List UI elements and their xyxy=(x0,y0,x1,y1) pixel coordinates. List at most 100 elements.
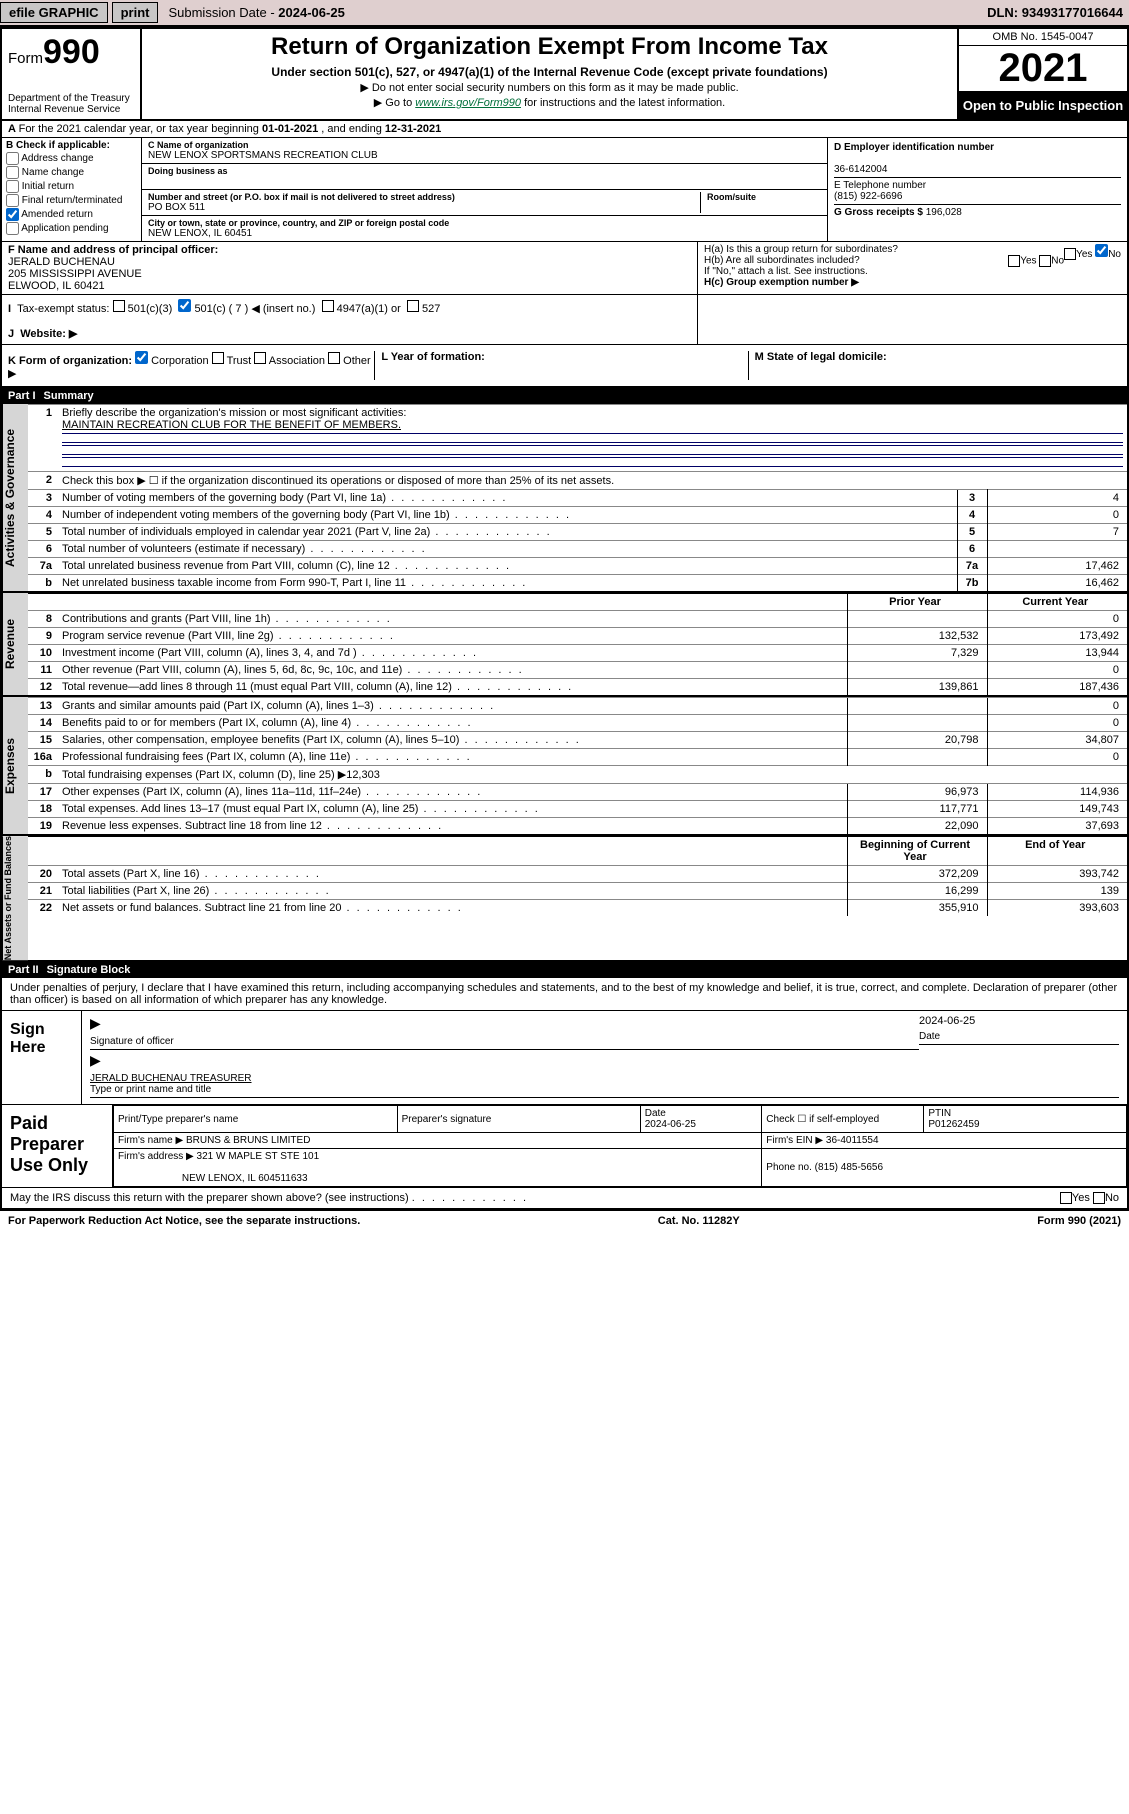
checkbox-icon[interactable] xyxy=(212,352,224,364)
prep-selfemp: Check ☐ if self-employed xyxy=(766,1114,879,1125)
part2-header: Part II Signature Block xyxy=(0,962,1129,978)
footer-center: Cat. No. 11282Y xyxy=(658,1215,740,1227)
rowa-begin: 01-01-2021 xyxy=(262,123,318,135)
opt-label: Name change xyxy=(22,167,84,178)
table-row: 20Total assets (Part X, line 16)372,2093… xyxy=(28,866,1127,883)
k-corp: Corporation xyxy=(151,355,208,367)
dln: DLN: 93493177016644 xyxy=(987,5,1129,20)
checkbox-icon[interactable] xyxy=(1093,1192,1105,1204)
firm-phone: (815) 485-5656 xyxy=(815,1162,883,1173)
tax-year: 2021 xyxy=(959,46,1127,92)
yes-label: Yes xyxy=(1076,249,1092,260)
table-row: 5Total number of individuals employed in… xyxy=(28,524,1127,541)
checkbox-icon[interactable] xyxy=(6,166,19,179)
goto-pre: ▶ Go to xyxy=(374,97,415,109)
form-prefix: Form xyxy=(8,50,43,67)
ha-yesno: Yes No xyxy=(1064,244,1121,260)
officer-addr1: 205 MISSISSIPPI AVENUE xyxy=(8,268,142,280)
street-address: PO BOX 511 xyxy=(148,202,694,213)
checkbox-icon[interactable] xyxy=(1064,248,1076,260)
table-row: 10Investment income (Part VIII, column (… xyxy=(28,645,1127,662)
phone-value: (815) 922-6696 xyxy=(834,191,902,202)
rowa-end: 12-31-2021 xyxy=(385,123,441,135)
prep-sig-hdr: Preparer's signature xyxy=(402,1114,492,1125)
dln-label: DLN: xyxy=(987,5,1022,20)
vlabel-netassets: Net Assets or Fund Balances xyxy=(2,836,28,960)
ptin: P01262459 xyxy=(928,1119,979,1130)
checkbox-icon[interactable] xyxy=(178,299,191,312)
checkbox-icon[interactable] xyxy=(6,194,19,207)
chk-amended[interactable]: Amended return xyxy=(6,208,137,221)
checkbox-icon[interactable] xyxy=(1060,1192,1072,1204)
print-btn[interactable]: print xyxy=(112,2,159,23)
org-name: NEW LENOX SPORTSMANS RECREATION CLUB xyxy=(148,150,821,161)
j-website: Website: ▶ xyxy=(20,328,77,340)
checkbox-icon[interactable] xyxy=(113,300,125,312)
table-row: 13Grants and similar amounts paid (Part … xyxy=(28,698,1127,715)
part2-title: Signature Block xyxy=(47,964,131,976)
no-label: No xyxy=(1108,249,1121,260)
prep-name-hdr: Print/Type preparer's name xyxy=(118,1114,238,1125)
i-501c3: 501(c)(3) xyxy=(128,303,173,315)
arrow-icon: ▶ xyxy=(90,1015,101,1031)
arrow-note-1: ▶ Do not enter social security numbers o… xyxy=(152,81,947,94)
chk-address-change[interactable]: Address change xyxy=(6,152,137,165)
signature-block: Under penalties of perjury, I declare th… xyxy=(0,978,1129,1210)
no-label: No xyxy=(1105,1192,1119,1204)
chk-initial-return[interactable]: Initial return xyxy=(6,180,137,193)
form-header: Form990 Department of the Treasury Inter… xyxy=(0,27,1129,121)
chk-final-return[interactable]: Final return/terminated xyxy=(6,194,137,207)
col-c-org: C Name of organization NEW LENOX SPORTSM… xyxy=(142,138,827,241)
hdr-end: End of Year xyxy=(987,837,1127,866)
checkbox-icon[interactable] xyxy=(328,352,340,364)
table-row: 4Number of independent voting members of… xyxy=(28,507,1127,524)
row-fh: F Name and address of principal officer:… xyxy=(0,242,1129,295)
hb-label: H(b) Are all subordinates included? xyxy=(704,255,860,266)
firm-addr2: NEW LENOX, IL 604511633 xyxy=(182,1173,308,1184)
hc-label: H(c) Group exemption number ▶ xyxy=(704,277,859,288)
chk-name-change[interactable]: Name change xyxy=(6,166,137,179)
table-row: 22Net assets or fund balances. Subtract … xyxy=(28,900,1127,917)
topbar: efile GRAPHIC print Submission Date - 20… xyxy=(0,0,1129,27)
checkbox-icon[interactable] xyxy=(322,300,334,312)
checkbox-icon[interactable] xyxy=(1039,255,1051,267)
officer-name: JERALD BUCHENAU xyxy=(8,256,115,268)
checkbox-icon[interactable] xyxy=(254,352,266,364)
table-row: 21Total liabilities (Part X, line 26)16,… xyxy=(28,883,1127,900)
yes-label: Yes xyxy=(1020,256,1036,267)
efile-btn[interactable]: efile GRAPHIC xyxy=(0,2,108,23)
l-year-formation: L Year of formation: xyxy=(381,351,485,363)
hdr-begin: Beginning of Current Year xyxy=(847,837,987,866)
checkbox-icon[interactable] xyxy=(6,152,19,165)
dln-value: 93493177016644 xyxy=(1022,5,1123,20)
arrow-icon: ▶ xyxy=(90,1052,101,1068)
firm-addr-label: Firm's address ▶ xyxy=(118,1151,194,1162)
firm-ein-label: Firm's EIN ▶ xyxy=(766,1135,823,1146)
f-label: F Name and address of principal officer: xyxy=(8,244,218,256)
page-footer: For Paperwork Reduction Act Notice, see … xyxy=(0,1210,1129,1231)
opt-label: Final return/terminated xyxy=(22,195,123,206)
form-subtitle: Under section 501(c), 527, or 4947(a)(1)… xyxy=(152,65,947,79)
l1-label: Briefly describe the organization's miss… xyxy=(62,407,406,419)
paid-preparer: Paid Preparer Use Only Print/Type prepar… xyxy=(2,1104,1127,1187)
checkbox-icon[interactable] xyxy=(407,300,419,312)
checkbox-icon[interactable] xyxy=(6,180,19,193)
chk-application-pending[interactable]: Application pending xyxy=(6,222,137,235)
submission-date: Submission Date - 2024-06-25 xyxy=(162,3,350,22)
table-row: 15Salaries, other compensation, employee… xyxy=(28,732,1127,749)
checkbox-icon[interactable] xyxy=(6,208,19,221)
sign-here-label: Sign Here xyxy=(2,1011,82,1104)
dba-label: Doing business as xyxy=(148,166,821,176)
c-name-label: C Name of organization xyxy=(148,140,821,150)
checkbox-icon[interactable] xyxy=(6,222,19,235)
irs-link[interactable]: www.irs.gov/Form990 xyxy=(415,97,521,109)
checkbox-icon[interactable] xyxy=(1095,244,1108,257)
form-990: 990 xyxy=(43,33,100,71)
table-row: bNet unrelated business taxable income f… xyxy=(28,575,1127,592)
omb-number: OMB No. 1545-0047 xyxy=(959,29,1127,46)
table-row: 16aProfessional fundraising fees (Part I… xyxy=(28,749,1127,766)
table-row: 17Other expenses (Part IX, column (A), l… xyxy=(28,784,1127,801)
checkbox-icon[interactable] xyxy=(1008,255,1020,267)
col-d-ein: D Employer identification number 36-6142… xyxy=(827,138,1127,241)
checkbox-icon[interactable] xyxy=(135,351,148,364)
